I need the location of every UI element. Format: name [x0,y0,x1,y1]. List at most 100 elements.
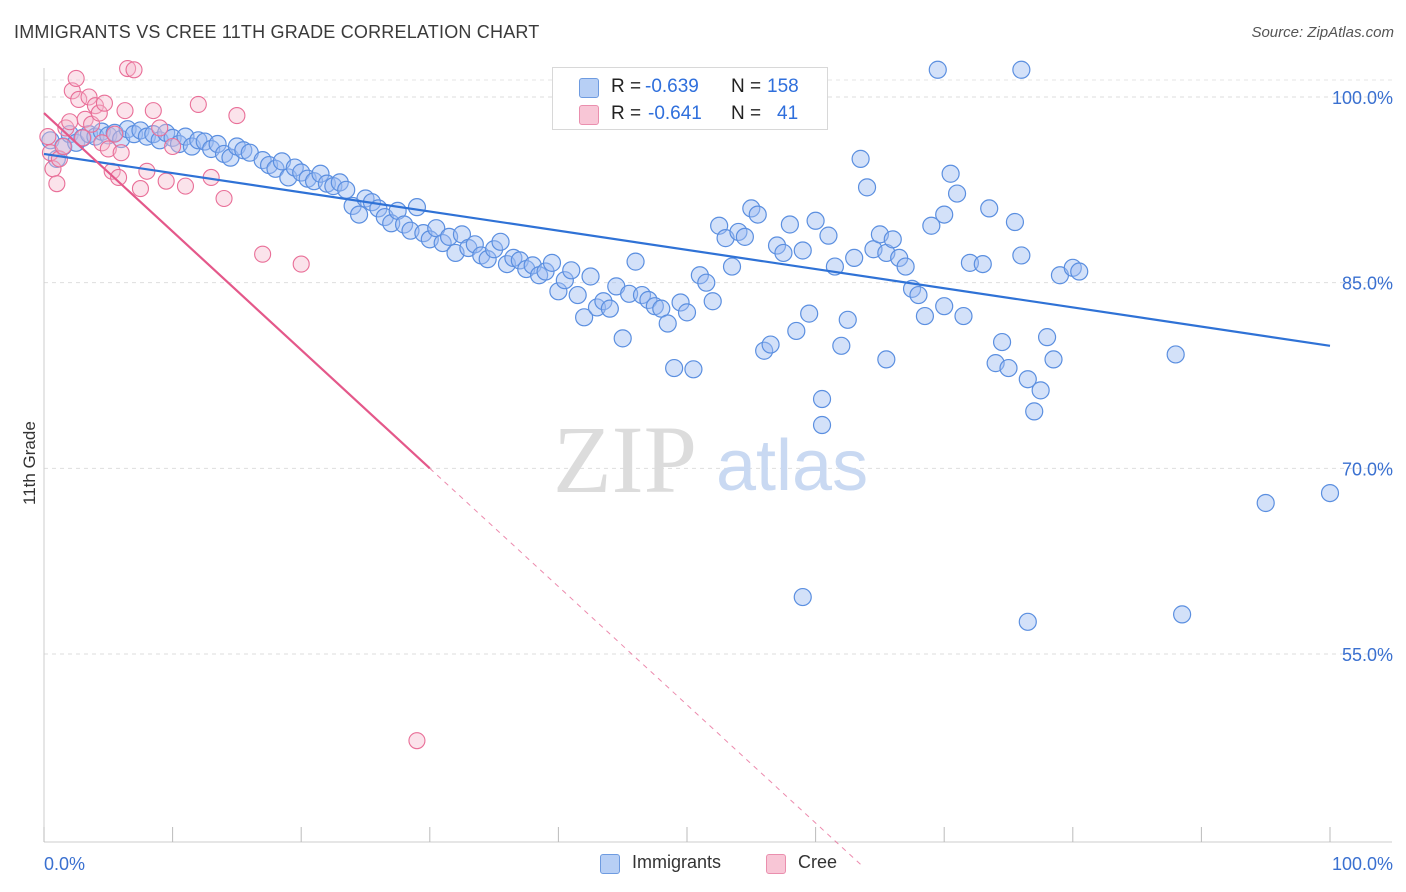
cree-point [48,175,66,193]
immigrants-point [1005,212,1025,232]
immigrants-point [1018,370,1037,389]
immigrants-point [928,60,947,79]
watermark-zip: ZIP [553,406,697,513]
cree-trend-extrapolated [429,467,861,865]
trend-lines [43,112,1331,865]
cree-point [90,104,108,122]
bottom-swatch-cree [766,854,786,874]
immigrants-point [980,199,999,218]
immigrants-point [1256,493,1275,513]
legend-n-cree: 41 [777,103,799,124]
immigrants-point [465,235,484,254]
legend-r-immigrants: -0.639 [645,76,699,97]
legend-r-label: R = [611,76,642,97]
immigrants-point [266,159,285,178]
legend-n-label: N = [731,103,762,124]
immigrants-point [992,332,1012,352]
immigrants-point [1173,605,1192,624]
cree-point [189,95,207,113]
immigrants-point [761,335,780,354]
immigrants-point [774,243,793,263]
immigrants-point [311,164,330,183]
cree-points [39,59,426,750]
immigrants-point [838,310,857,329]
immigrants-point [1031,381,1050,400]
immigrants-point [208,134,227,154]
immigrants-point [851,149,870,168]
immigrants-point [935,205,954,224]
x-tick-label: 0.0% [44,854,85,874]
cree-point [112,144,130,162]
immigrants-point [1320,483,1340,503]
cree-point [110,168,128,187]
immigrants-point [780,215,799,234]
immigrants-point [941,164,960,183]
immigrants-point [690,266,709,285]
grid-lines [44,79,1392,655]
immigrants-point [1037,328,1057,347]
immigrants-point [189,131,208,150]
immigrants-point [832,336,851,355]
immigrants-point [896,257,915,276]
immigrants-point [947,184,967,203]
cree-point [292,255,310,273]
immigrants-point [658,314,677,333]
immigrants-point [735,227,754,246]
cree-point [70,90,88,109]
stats-legend: R = -0.639 N = 158 R = -0.641 N = 41 [552,67,828,130]
immigrants-point [806,211,825,230]
legend-r-cree: -0.641 [648,103,702,124]
cree-point [228,107,246,125]
immigrants-point [973,255,992,274]
watermark: ZIP atlas [553,406,868,513]
immigrants-point [812,389,832,409]
immigrants-point [575,308,594,327]
immigrants-point [671,293,690,312]
immigrants-point [677,303,697,322]
cree-point [93,134,111,152]
immigrants-point [793,241,812,260]
bottom-label-cree: Cree [798,852,838,872]
immigrants-point [1025,402,1044,421]
cree-point [164,137,182,156]
immigrants-point [999,358,1018,378]
cree-point [157,172,175,190]
bottom-label-immigrants: Immigrants [632,852,722,872]
legend-n-immigrants: 158 [767,76,799,97]
cree-point [80,88,98,106]
immigrants-point [915,306,935,326]
immigrants-point [581,267,600,286]
legend-swatch-cree [579,105,599,125]
immigrants-point [960,253,980,272]
immigrants-point [812,415,832,435]
immigrants-point [620,284,639,303]
immigrants-point [491,232,510,251]
cree-point [74,129,92,147]
immigrants-point [555,271,574,290]
y-tick-label: 100.0% [1332,88,1393,108]
immigrants-point [1012,246,1031,265]
y-tick-label: 70.0% [1342,459,1393,479]
cree-point [54,137,72,156]
immigrants-point [800,304,819,323]
immigrants-point [787,321,806,341]
y-tick-labels: 100.0% 85.0% 70.0% 55.0% [1332,88,1393,665]
cree-point [61,113,79,131]
legend-n-label: N = [731,76,762,97]
cree-point [99,140,117,158]
y-tick-label: 55.0% [1342,645,1393,665]
immigrants-point [1070,262,1089,281]
legend-row-immigrants: R = -0.639 N = 158 [553,74,827,100]
x-tick-labels: 0.0% 100.0% [44,854,1393,874]
immigrants-point [819,226,838,245]
immigrants-point [909,285,928,305]
immigrants-point [793,587,812,607]
y-tick-label: 85.0% [1342,274,1393,294]
immigrants-point [349,205,369,224]
immigrants-point [568,285,587,305]
immigrants-trend-line [43,152,1331,347]
immigrants-point [549,282,568,301]
cree-point [151,119,169,137]
immigrants-point [1012,60,1031,79]
